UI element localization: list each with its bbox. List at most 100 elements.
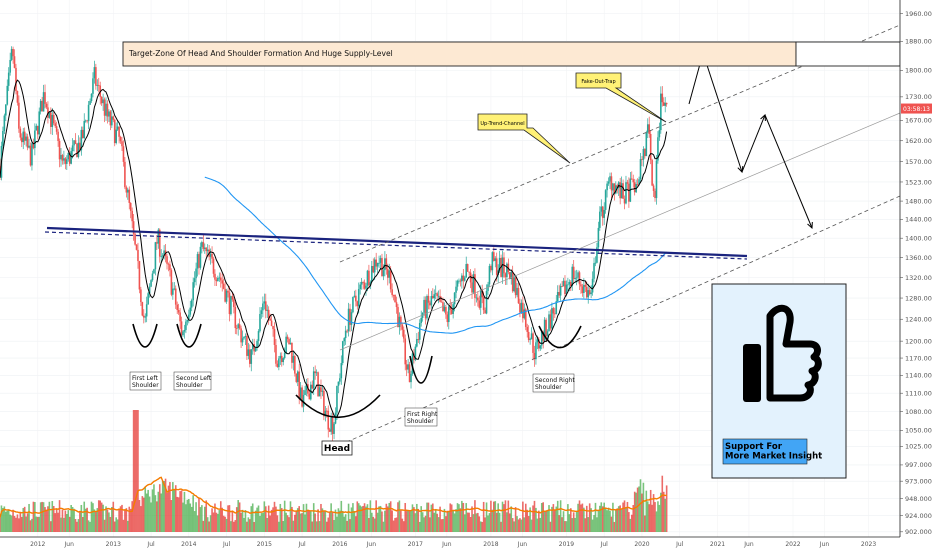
candle-body (238, 324, 241, 329)
candle-body (366, 270, 369, 286)
candle-body (235, 328, 238, 329)
candle-body (654, 190, 656, 199)
candle-body (344, 330, 347, 339)
volume-bar (511, 518, 514, 532)
candle-body (644, 149, 646, 157)
candle-body (19, 128, 22, 138)
candle-body (465, 263, 468, 278)
volume-bar (599, 505, 601, 532)
candle-body (95, 67, 97, 86)
candle-body (58, 140, 61, 160)
candle-body (144, 316, 147, 318)
candle-body (115, 129, 117, 144)
volume-bar (459, 508, 462, 532)
volume-bar (60, 517, 62, 532)
candle-body (173, 288, 176, 290)
volume-bar (77, 519, 80, 532)
y-tick-label: 1620.000 (905, 137, 932, 145)
volume-bar (214, 503, 216, 532)
candle-body (42, 92, 45, 112)
candle-body (118, 126, 120, 137)
volume-bar (491, 509, 494, 532)
candle-body (530, 333, 533, 340)
candle-body (324, 410, 327, 417)
candle-body (356, 301, 359, 307)
candle-body (442, 302, 444, 312)
volume-bar (475, 513, 478, 532)
candle-body (10, 48, 13, 60)
volume-bar (596, 517, 598, 532)
volume-bar (222, 515, 225, 532)
volume-bar (276, 515, 279, 532)
candle-body (60, 154, 62, 160)
volume-bar (105, 506, 107, 532)
x-tick-label: Jun (743, 541, 754, 548)
volume-bar (113, 521, 116, 532)
x-tick-label: 2019 (559, 541, 574, 548)
candle-body (432, 296, 434, 299)
candle-body (150, 280, 152, 287)
candle-body (622, 183, 624, 199)
x-tick-label: Jul (222, 541, 231, 548)
candle-body (61, 154, 64, 161)
volume-bar (469, 516, 472, 532)
candle-body (86, 120, 88, 122)
volume-bar (645, 490, 648, 532)
support-text-box[interactable] (722, 438, 808, 465)
volume-bar (538, 510, 540, 532)
volume-bar (280, 508, 283, 532)
candle-body (185, 321, 187, 330)
candle-body (278, 358, 280, 368)
volume-bar (42, 502, 45, 532)
candle-body (113, 119, 116, 144)
candle-body (607, 181, 610, 184)
volume-bar (179, 491, 181, 532)
x-tick-label: Jun (366, 541, 377, 548)
candle-body (609, 176, 611, 182)
candle-body (179, 312, 181, 322)
volume-bar (15, 517, 17, 532)
candle-body (340, 363, 343, 379)
volume-bar (52, 505, 55, 532)
candle-body (221, 280, 224, 284)
candle-body (632, 179, 635, 183)
volume-bar (391, 510, 393, 532)
support-text[interactable]: Support For More Market Insight (725, 442, 822, 462)
volume-bar (433, 512, 436, 532)
volume-bar (376, 512, 379, 532)
candle-body (373, 259, 376, 273)
volume-bar (622, 502, 624, 532)
volume-bar (160, 493, 163, 532)
volume-bar (263, 501, 266, 532)
candle-body (63, 158, 65, 161)
volume-bar (347, 503, 350, 532)
candle-body (233, 299, 235, 308)
candle-body (156, 242, 158, 244)
candle-body (427, 295, 430, 303)
volume-bar (57, 512, 59, 532)
overlay-lines (0, 24, 901, 518)
y-tick-label: 973.000 (905, 477, 932, 485)
candle-body (276, 363, 279, 368)
volume-bar (228, 505, 231, 532)
candle-body (577, 272, 579, 278)
candle-body (279, 355, 282, 359)
candle-body (218, 277, 221, 279)
candle-body (134, 233, 136, 245)
candle-body (25, 136, 27, 141)
volume-bar (526, 509, 529, 532)
volume-bar (437, 517, 440, 532)
candle-body (228, 292, 231, 315)
volume-bar (572, 512, 575, 532)
candle-body (466, 263, 469, 272)
candle-body (183, 329, 186, 332)
candle-body (548, 314, 550, 332)
y-tick-label: 902.000 (905, 528, 932, 536)
volume-bar (138, 499, 141, 532)
volume-bar (311, 521, 314, 532)
volume-bar (411, 504, 414, 532)
candle-body (217, 277, 219, 282)
candle-body (575, 277, 578, 279)
candle-body (552, 308, 555, 314)
volume-bar (119, 506, 122, 532)
